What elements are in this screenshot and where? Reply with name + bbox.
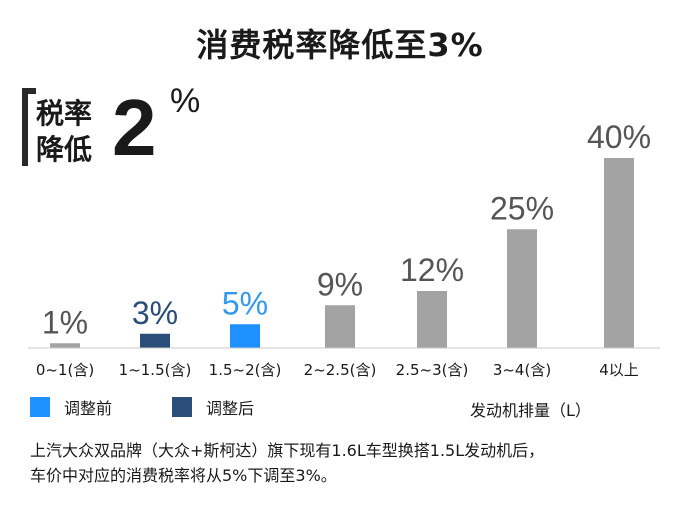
x-tick-label-5: 3~4(含) — [493, 361, 551, 379]
bar-3 — [325, 305, 355, 348]
badge-number: 2 — [112, 83, 157, 172]
x-tick-label-6: 4以上 — [599, 361, 639, 379]
bar-value-label-4: 12% — [400, 252, 464, 288]
legend-label-after: 调整后 — [206, 399, 255, 418]
footnote-line-2: 车价中对应的消费税率将从5%下调至3%。 — [30, 466, 337, 485]
bar-1 — [140, 333, 170, 348]
bar-5 — [507, 229, 537, 348]
bar-value-label-1: 3% — [132, 295, 178, 331]
bar-value-label-3: 9% — [317, 266, 363, 302]
bar-value-label-0: 1% — [42, 304, 88, 340]
bar-value-label-5: 25% — [490, 190, 554, 226]
bar-value-label-6: 40% — [587, 119, 651, 155]
badge-line2: 降低 — [36, 133, 93, 166]
badge-bracket — [22, 88, 28, 166]
chart-title: 消费税率降低至3% — [196, 26, 484, 64]
badge-bracket-top — [22, 88, 36, 94]
rate-reduction-badge: 税率 降低 2 % — [22, 82, 212, 172]
bar-value-label-2: 5% — [222, 285, 268, 321]
legend-swatch-after — [172, 397, 192, 417]
x-tick-label-1: 1~1.5(含) — [119, 361, 192, 379]
x-tick-label-4: 2.5~3(含) — [396, 361, 469, 379]
legend-swatch-before — [30, 397, 50, 417]
bar-6 — [604, 158, 634, 348]
footnote-line-1: 上汽大众双品牌（大众+斯柯达）旗下现有1.6L车型换搭1.5L发动机后， — [30, 441, 545, 460]
bar-2 — [230, 324, 260, 348]
x-tick-label-0: 0~1(含) — [36, 361, 94, 379]
legend-label-before: 调整前 — [64, 399, 113, 418]
bar-chart: 1% 0~1(含) 3% 1~1.5(含) 5% 1.5~2(含) 9% 2~2.5(含) 12… — [28, 119, 660, 379]
x-tick-label-2: 1.5~2(含) — [209, 361, 282, 379]
badge-percent: % — [170, 82, 201, 120]
bar-4 — [417, 291, 447, 348]
footnote: 上汽大众双品牌（大众+斯柯达）旗下现有1.6L车型换搭1.5L发动机后， 车价中… — [30, 438, 660, 488]
badge-line1: 税率 — [36, 97, 93, 130]
x-tick-label-3: 2~2.5(含) — [304, 361, 377, 379]
bar-0 — [50, 343, 80, 348]
x-axis-title: 发动机排量（L） — [470, 401, 591, 420]
